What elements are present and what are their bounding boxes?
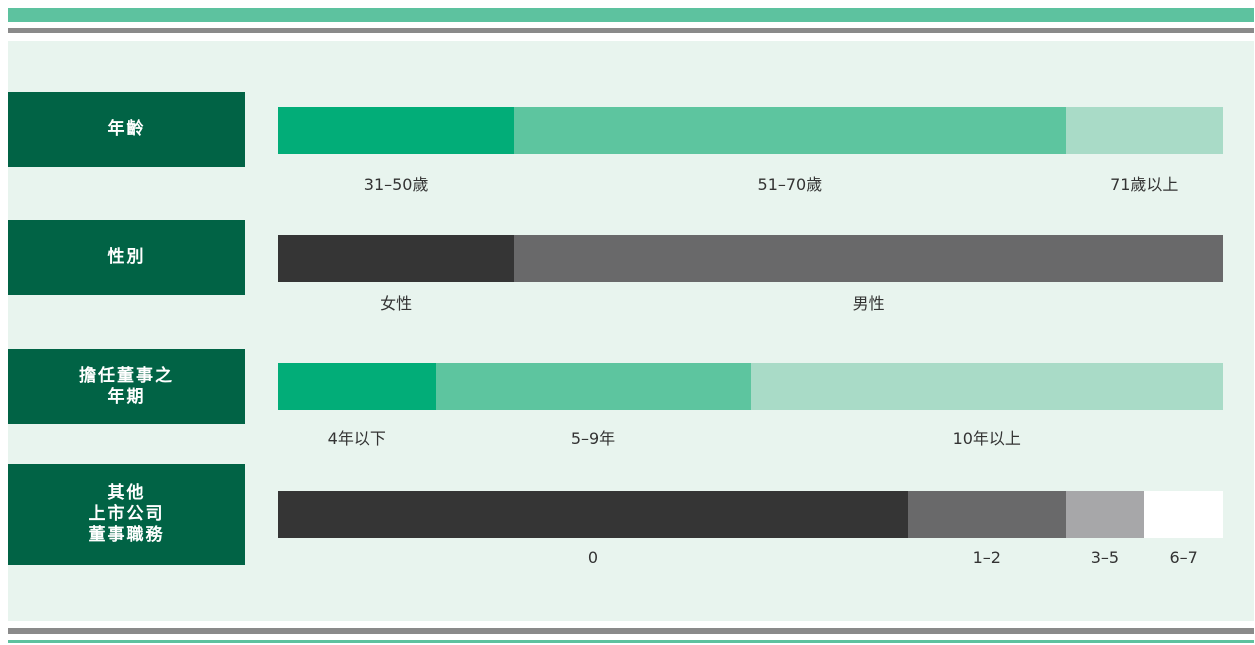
stacked-bar-1 (278, 235, 1223, 282)
row-label-2: 擔任董事之 年期 (8, 349, 245, 424)
segment-label: 10年以上 (952, 429, 1021, 448)
bar-segment (278, 491, 908, 538)
bar-segment (278, 363, 436, 410)
bar-segment (750, 363, 1223, 410)
bar-segment (1065, 107, 1223, 154)
row-label-line: 上市公司 (88, 504, 165, 524)
bar-segment (908, 491, 1066, 538)
bar-segment (278, 107, 515, 154)
top-gray-rule (8, 28, 1254, 33)
segment-label: 71歲以上 (1110, 175, 1179, 194)
segment-label: 31–50歲 (363, 175, 429, 194)
stacked-bar-0 (278, 107, 1223, 154)
row-label-line: 擔任董事之 (79, 365, 174, 386)
segment-label: 6–7 (1169, 548, 1198, 567)
row-label-3: 其他 上市公司 董事職務 (8, 464, 245, 565)
segment-label: 5–9年 (570, 429, 616, 448)
segment-label: 51–70歲 (757, 175, 823, 194)
bar-segment (278, 235, 515, 282)
segment-label: 0 (587, 548, 599, 567)
row-label-line: 性別 (107, 247, 146, 267)
bottom-green-rule (8, 640, 1254, 643)
stacked-bar-2 (278, 363, 1223, 410)
segment-label: 女性 (380, 294, 413, 313)
stacked-bar-3 (278, 491, 1223, 538)
segment-label: 3–5 (1090, 548, 1120, 567)
bar-segment (514, 235, 1223, 282)
row-label-line: 年齡 (107, 119, 146, 139)
row-label-line: 其他 (107, 483, 146, 503)
bar-segment (1144, 491, 1223, 538)
bar-segment (1065, 491, 1145, 538)
top-green-rule (8, 8, 1254, 22)
bar-segment (514, 107, 1066, 154)
segment-label: 4年以下 (327, 429, 386, 448)
bar-segment (435, 363, 751, 410)
row-label-line: 年期 (107, 386, 146, 407)
row-label-1: 性別 (8, 220, 245, 295)
segment-label: 1–2 (972, 548, 1001, 567)
bottom-gray-rule (8, 628, 1254, 634)
row-label-0: 年齡 (8, 92, 245, 167)
row-label-line: 董事職務 (88, 525, 165, 545)
segment-label: 男性 (852, 294, 885, 313)
